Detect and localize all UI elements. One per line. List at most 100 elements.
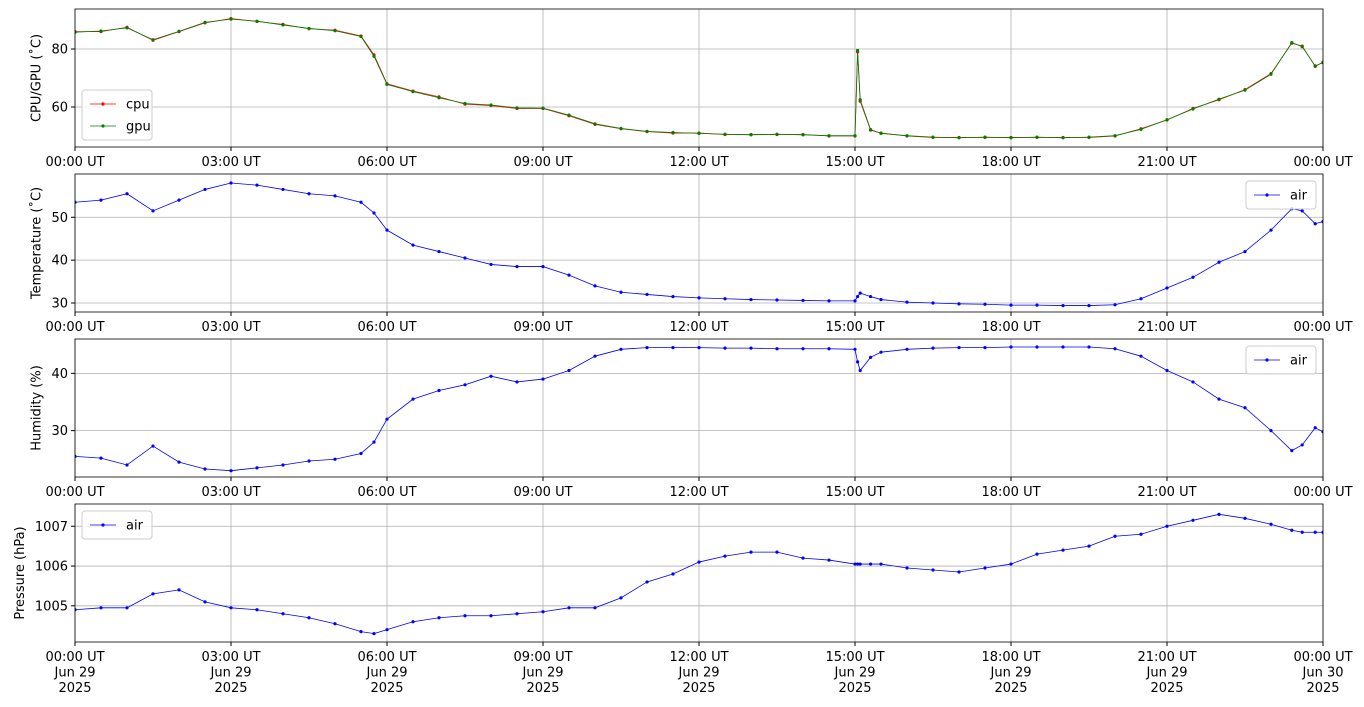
data-point xyxy=(1035,552,1039,556)
data-point xyxy=(437,616,441,620)
data-point xyxy=(1035,303,1039,307)
data-point xyxy=(931,568,935,572)
data-point xyxy=(255,183,259,187)
data-point xyxy=(1035,135,1039,139)
data-point xyxy=(411,243,415,247)
data-point xyxy=(983,302,987,306)
data-point xyxy=(775,347,779,351)
data-point xyxy=(853,347,857,351)
data-point xyxy=(671,294,675,299)
data-point xyxy=(333,29,337,33)
data-point xyxy=(905,300,909,304)
data-point xyxy=(1165,524,1169,528)
data-point xyxy=(671,572,675,576)
data-point xyxy=(827,347,831,351)
data-point xyxy=(1009,136,1013,140)
legend-label: air xyxy=(126,519,144,534)
data-point xyxy=(869,128,873,132)
data-point xyxy=(869,355,873,359)
data-point xyxy=(1113,303,1117,307)
data-point xyxy=(905,566,909,570)
data-point xyxy=(931,346,935,350)
data-point xyxy=(858,368,862,373)
data-point xyxy=(333,622,337,626)
data-point xyxy=(1061,345,1065,349)
data-point xyxy=(151,38,155,42)
data-point xyxy=(1009,303,1013,307)
y-tick-label: 1007 xyxy=(35,520,68,535)
data-point xyxy=(1139,532,1143,536)
data-point xyxy=(775,298,779,302)
data-point xyxy=(858,98,862,102)
data-point xyxy=(203,467,207,471)
data-point xyxy=(619,347,623,351)
data-point xyxy=(645,345,649,350)
data-point xyxy=(1191,380,1195,384)
x-tick-label: 12:00 UT xyxy=(669,320,728,335)
data-point xyxy=(856,294,860,299)
data-point xyxy=(489,103,493,107)
data-point xyxy=(385,228,389,232)
data-point xyxy=(697,345,701,350)
data-point xyxy=(411,90,415,94)
data-point xyxy=(151,209,155,213)
data-point xyxy=(1269,429,1273,433)
data-point xyxy=(671,345,675,350)
data-point xyxy=(749,346,753,350)
data-point xyxy=(1087,544,1091,548)
data-point xyxy=(1087,303,1091,308)
data-point xyxy=(385,82,389,86)
data-point xyxy=(593,284,597,288)
y-axis-label: Pressure (hPa) xyxy=(13,526,28,619)
data-point xyxy=(858,562,862,566)
data-point xyxy=(437,249,441,254)
data-point xyxy=(489,614,493,618)
y-tick-label: 40 xyxy=(51,367,68,382)
data-point xyxy=(1139,297,1143,301)
data-point xyxy=(177,198,181,202)
x-tick-label: 00:00 UT xyxy=(45,485,104,500)
data-point xyxy=(1217,397,1221,401)
data-point xyxy=(1009,562,1013,566)
data-point xyxy=(619,596,623,600)
data-point xyxy=(515,612,519,616)
data-point xyxy=(879,562,883,566)
data-point xyxy=(749,550,753,554)
data-point xyxy=(281,23,285,27)
data-point xyxy=(515,264,519,269)
x-tick-label: 03:00 UT Jun 29 2025 xyxy=(201,650,260,696)
legend-marker xyxy=(101,523,105,527)
data-point xyxy=(1191,518,1195,522)
data-point xyxy=(281,612,285,616)
data-point xyxy=(307,616,311,620)
data-point xyxy=(411,620,415,624)
y-tick-label: 30 xyxy=(51,297,68,312)
y-tick-label: 1006 xyxy=(35,560,68,575)
data-point xyxy=(1087,345,1091,349)
data-point xyxy=(99,29,103,33)
data-point xyxy=(203,20,207,24)
data-point xyxy=(856,562,860,566)
data-point xyxy=(697,131,701,135)
data-point xyxy=(853,134,857,138)
data-point xyxy=(619,290,623,294)
x-tick-label: 18:00 UT Jun 29 2025 xyxy=(981,650,1040,696)
data-point xyxy=(255,608,259,612)
x-tick-label: 06:00 UT xyxy=(357,485,416,500)
x-tick-label: 21:00 UT xyxy=(1137,485,1196,500)
data-point xyxy=(1139,127,1143,131)
data-point xyxy=(905,347,909,351)
data-point xyxy=(1113,534,1117,538)
data-point xyxy=(723,297,727,301)
data-point xyxy=(489,262,493,267)
data-point xyxy=(489,374,493,378)
data-point xyxy=(1061,136,1065,140)
x-tick-label: 09:00 UT xyxy=(513,485,572,500)
data-point xyxy=(1243,516,1247,520)
data-point xyxy=(1139,354,1143,358)
legend-marker xyxy=(101,102,105,106)
data-point xyxy=(125,26,129,30)
y-axis-label: Humidity (%) xyxy=(29,365,44,451)
data-point xyxy=(879,131,883,135)
data-point xyxy=(1313,530,1317,534)
